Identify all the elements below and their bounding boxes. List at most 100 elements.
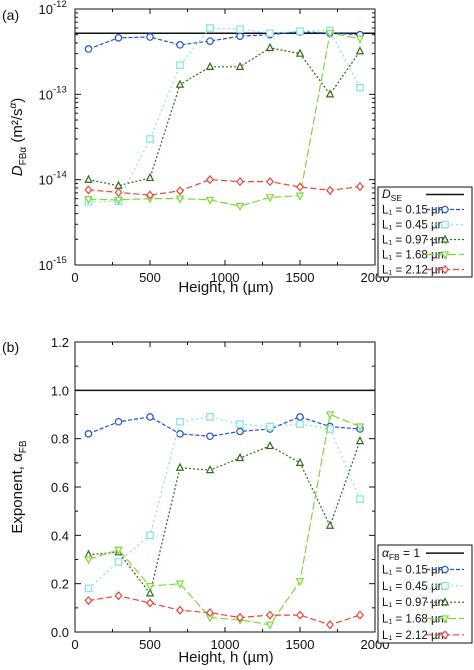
series-line xyxy=(88,179,361,196)
panel-b-label: (b) xyxy=(2,339,19,355)
data-point xyxy=(356,181,364,192)
data-point xyxy=(265,42,275,52)
data-point xyxy=(236,176,244,187)
data-point xyxy=(355,46,365,55)
data-point xyxy=(146,135,154,143)
data-point xyxy=(84,196,93,205)
x-tick-label: 0 xyxy=(71,637,78,652)
y-tick-exponent: -15 xyxy=(53,255,67,266)
data-point xyxy=(176,61,184,69)
y-tick-exponent: -13 xyxy=(53,84,67,95)
panel-a-x-label: Height, h (µm) xyxy=(178,279,273,296)
series-line xyxy=(88,416,361,589)
x-tick-label: 500 xyxy=(139,637,161,652)
series-line xyxy=(88,440,361,595)
legend-label: αFB = 1 xyxy=(382,546,420,562)
data-point xyxy=(175,195,185,204)
data-point xyxy=(205,465,215,474)
data-point xyxy=(235,452,245,462)
data-point xyxy=(146,413,154,421)
data-point xyxy=(236,420,244,428)
legend-marker xyxy=(441,582,449,590)
legend-marker xyxy=(441,264,449,275)
data-point xyxy=(176,605,184,615)
data-point xyxy=(236,427,244,436)
series-1 xyxy=(84,28,364,53)
legend: DSE L₁ = 0.15 µm L₁ = 0.45 µm L₁ = 0.97 µm L… xyxy=(377,186,473,278)
data-point xyxy=(84,185,93,195)
data-point xyxy=(114,546,123,555)
legend-marker xyxy=(440,234,450,243)
data-point xyxy=(84,174,93,183)
series-3 xyxy=(84,42,365,189)
plot-frame xyxy=(74,341,376,633)
data-point xyxy=(205,61,215,70)
y-tick-label: 0.8 xyxy=(51,432,69,447)
legend-frame xyxy=(377,186,473,278)
data-point xyxy=(114,187,123,197)
data-point xyxy=(114,558,123,566)
series-line xyxy=(88,32,361,207)
y-tick-label: 10 xyxy=(39,87,53,102)
data-point xyxy=(114,196,123,205)
data-point xyxy=(236,612,244,623)
data-point xyxy=(295,48,305,57)
panel-b-plot: 0 500 1000 1500 20000.00.20.40.60.81.01.2αFB… xyxy=(51,335,473,652)
panel-a-label: (a) xyxy=(2,7,19,23)
legend-label: L₁ = 0.15 µm xyxy=(382,205,447,217)
y-tick-exponent: -12 xyxy=(53,0,67,10)
legend-label: L₁ = 0.97 µm xyxy=(382,235,447,247)
data-point xyxy=(114,180,123,189)
data-point xyxy=(146,531,154,540)
y-tick-label: 1.0 xyxy=(51,383,69,398)
data-point xyxy=(176,430,184,438)
data-point xyxy=(146,190,154,200)
data-point xyxy=(236,32,244,41)
data-point xyxy=(206,432,214,441)
series-line xyxy=(88,595,361,626)
data-point xyxy=(84,584,93,593)
data-point xyxy=(325,89,335,98)
data-point xyxy=(355,436,365,445)
data-point xyxy=(355,35,365,44)
data-point xyxy=(235,61,245,70)
x-tick-label: 1000 xyxy=(211,270,240,285)
data-point xyxy=(84,556,93,565)
series-line xyxy=(88,47,361,187)
series-4 xyxy=(84,30,365,212)
legend-label: DSE xyxy=(382,187,402,203)
data-point xyxy=(84,549,93,558)
series-2 xyxy=(84,24,364,206)
data-point xyxy=(176,41,184,49)
panel-b-y-label: Exponent, αFB xyxy=(9,440,29,533)
panel-a-y-label: DFBα (m²/sα) xyxy=(8,98,29,176)
series-line xyxy=(88,413,361,626)
data-point xyxy=(296,27,304,35)
legend-label: L₁ = 1.68 µm xyxy=(382,614,447,626)
legend-label: L₁ = 2.12 µm xyxy=(382,630,447,642)
series-4 xyxy=(84,411,365,630)
data-point xyxy=(206,608,214,618)
legend-label: L₁ = 0.45 µm xyxy=(382,220,447,232)
data-point xyxy=(326,185,334,195)
data-point xyxy=(114,33,123,42)
series-line xyxy=(88,31,361,50)
series-5 xyxy=(84,175,364,200)
data-point xyxy=(356,610,364,620)
y-tick-label: 10 xyxy=(39,258,53,273)
data-point xyxy=(146,33,154,41)
data-point xyxy=(356,495,364,503)
y-tick-label: 10 xyxy=(39,173,53,188)
x-tick-label: 1500 xyxy=(286,270,315,285)
data-point xyxy=(176,186,184,196)
data-point xyxy=(145,582,155,592)
series-line xyxy=(88,27,361,203)
data-point xyxy=(296,610,304,620)
legend-label: L₁ = 0.15 µm xyxy=(382,565,447,577)
data-point xyxy=(266,29,274,38)
series-2 xyxy=(84,413,364,593)
series-5 xyxy=(84,591,364,630)
data-point xyxy=(266,422,274,431)
data-point xyxy=(175,79,185,88)
